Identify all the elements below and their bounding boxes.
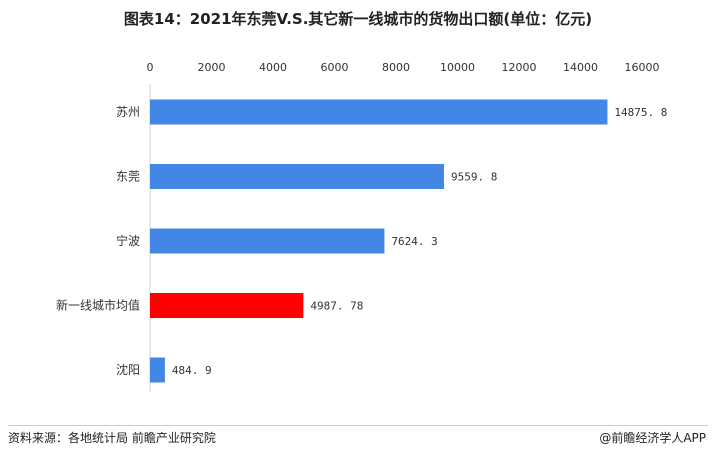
footer-brand: @前瞻经济学人APP — [599, 431, 706, 445]
chart-title: 图表14：2021年东莞V.S.其它新一线城市的货物出口额(单位：亿元) — [123, 10, 593, 28]
value-label: 4987. 78 — [310, 300, 363, 313]
value-labels: 14875. 8 9559. 8 7624. 3 4987. 78 484. 9 — [172, 106, 668, 377]
x-axis-ticks: 0 2000 4000 6000 8000 10000 12000 14000 16000 — [147, 61, 660, 74]
bar — [150, 228, 385, 254]
category-label: 东莞 — [116, 170, 140, 184]
bar — [150, 99, 608, 125]
x-tick-label: 6000 — [321, 61, 349, 74]
x-tick-label: 2000 — [198, 61, 226, 74]
bar — [150, 164, 444, 189]
value-label: 9559. 8 — [451, 171, 497, 184]
footer-divider — [8, 425, 708, 426]
bar — [150, 293, 304, 318]
bars — [150, 99, 608, 383]
bar — [150, 357, 165, 383]
value-label: 7624. 3 — [391, 235, 437, 248]
x-tick-label: 8000 — [382, 61, 410, 74]
x-tick-label: 10000 — [440, 61, 475, 74]
category-label: 沈阳 — [116, 362, 140, 377]
x-tick-label: 14000 — [563, 61, 598, 74]
x-tick-label: 12000 — [502, 61, 537, 74]
category-label: 苏州 — [116, 105, 140, 119]
bar-chart: 0 2000 4000 6000 8000 10000 12000 14000 16000 苏州… — [56, 61, 668, 392]
category-label: 新一线城市均值 — [56, 298, 140, 313]
value-label: 14875. 8 — [614, 106, 667, 119]
x-tick-label: 4000 — [259, 61, 287, 74]
category-label: 宁波 — [116, 233, 140, 248]
footer-source: 资料来源：各地统计局 前瞻产业研究院 — [8, 431, 216, 445]
value-label: 484. 9 — [172, 364, 212, 377]
x-tick-label: 0 — [147, 61, 154, 74]
x-tick-label: 16000 — [625, 61, 660, 74]
